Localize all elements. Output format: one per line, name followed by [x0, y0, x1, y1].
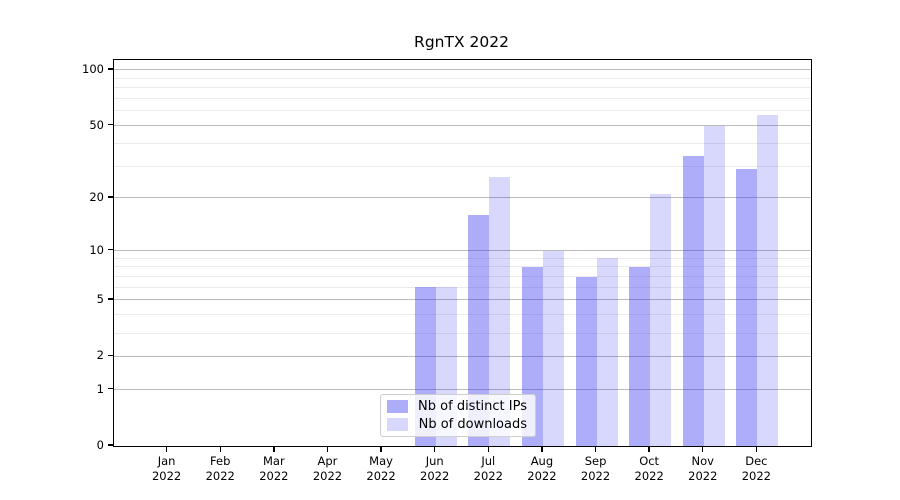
legend-swatch-downloads	[387, 417, 408, 431]
y-tick-mark	[108, 196, 113, 198]
x-tick-label-mar: Mar 2022	[259, 454, 289, 483]
minor-gridline	[114, 142, 811, 144]
x-tick-mark	[380, 446, 382, 452]
legend-label-downloads: Nb of downloads	[418, 416, 527, 432]
major-gridline	[114, 389, 811, 390]
x-tick-year: 2022	[420, 468, 450, 483]
x-tick-label-jul: Jul 2022	[473, 454, 503, 483]
x-tick-year: 2022	[366, 468, 396, 483]
minor-gridline	[114, 276, 811, 278]
y-tick-mark	[108, 123, 113, 126]
x-tick-mark	[702, 446, 704, 452]
x-tick-mark	[326, 446, 329, 452]
y-tick-label: 50	[89, 117, 104, 132]
legend: Nb of distinct IPs Nb of downloads	[380, 394, 536, 437]
bar-distinct-ips-jul	[468, 215, 490, 446]
major-gridline	[114, 69, 811, 71]
x-tick-mark	[755, 446, 758, 452]
x-tick-year: 2022	[312, 468, 343, 483]
legend-entry-distinct-ips: Nb of distinct IPs	[387, 399, 529, 414]
bar-downloads-jul	[489, 177, 511, 446]
x-tick-mark	[541, 446, 543, 452]
major-gridline	[114, 250, 811, 252]
major-gridline	[114, 197, 811, 199]
y-tick-mark	[108, 354, 113, 357]
y-tick-label: 2	[96, 348, 104, 363]
y-tick-label: 100	[82, 61, 104, 76]
y-tick-label: 20	[89, 189, 104, 204]
bar-downloads-aug	[542, 250, 564, 446]
bar-distinct-ips-dec	[736, 168, 758, 446]
y-tick-mark	[108, 298, 113, 300]
x-tick-year: 2022	[527, 468, 557, 483]
x-tick-mark	[165, 446, 168, 452]
x-tick-mark	[219, 446, 221, 452]
bar-downloads-dec	[757, 115, 779, 446]
x-tick-year: 2022	[205, 468, 235, 483]
x-tick-label-oct: Oct 2022	[634, 454, 664, 483]
plot-area: Nb of distinct IPs Nb of downloads	[113, 59, 812, 447]
y-tick-label: 5	[96, 291, 104, 306]
legend-label-distinct-ips: Nb of distinct IPs	[418, 399, 527, 415]
bar-distinct-ips-sep	[575, 276, 597, 446]
x-tick-year: 2022	[259, 468, 289, 483]
legend-swatch-distinct-ips	[387, 400, 408, 414]
major-gridline	[114, 299, 811, 301]
minor-gridline	[114, 98, 811, 100]
bar-downloads-nov	[703, 125, 725, 446]
x-tick-mark	[273, 446, 275, 452]
bar-downloads-sep	[596, 258, 618, 446]
legend-entry-downloads: Nb of downloads	[387, 417, 529, 432]
y-tick-label: 0	[96, 438, 104, 452]
x-tick-mark	[487, 446, 489, 452]
minor-gridline	[114, 77, 811, 79]
minor-gridline	[114, 110, 811, 112]
x-tick-label-jun: Jun 2022	[420, 454, 450, 483]
x-tick-year: 2022	[634, 468, 664, 483]
bar-downloads-oct	[650, 194, 672, 446]
minor-gridline	[114, 286, 811, 288]
x-tick-mark	[648, 446, 650, 452]
minor-gridline	[114, 332, 811, 334]
x-tick-label-nov: Nov 2022	[688, 454, 718, 483]
x-tick-label-sep: Sep 2022	[580, 454, 611, 483]
y-tick-label: 1	[96, 381, 104, 396]
x-tick-label-dec: Dec 2022	[741, 454, 772, 483]
y-tick-mark	[108, 444, 113, 446]
x-tick-year: 2022	[741, 468, 772, 483]
minor-gridline	[114, 87, 811, 89]
x-tick-mark	[433, 446, 436, 452]
x-tick-year: 2022	[580, 468, 611, 483]
x-tick-label-may: May 2022	[366, 454, 396, 483]
y-tick-mark	[108, 68, 113, 70]
chart-title: RgnTX 2022	[414, 33, 509, 51]
y-tick-mark	[108, 248, 113, 251]
x-tick-year: 2022	[688, 468, 718, 483]
y-tick-mark	[108, 387, 113, 390]
major-gridline	[114, 125, 811, 127]
minor-gridline	[114, 257, 811, 259]
x-tick-year: 2022	[151, 468, 182, 483]
x-tick-label-apr: Apr 2022	[312, 454, 343, 483]
bar-distinct-ips-oct	[629, 266, 651, 446]
minor-gridline	[114, 314, 811, 316]
minor-gridline	[114, 165, 811, 167]
x-tick-label-jan: Jan 2022	[151, 454, 182, 483]
y-tick-label: 10	[89, 242, 104, 257]
x-tick-year: 2022	[473, 468, 503, 483]
x-tick-label-feb: Feb 2022	[205, 454, 235, 483]
x-tick-label-aug: Aug 2022	[527, 454, 557, 483]
minor-gridline	[114, 266, 811, 268]
major-gridline	[114, 355, 811, 357]
x-tick-mark	[594, 446, 597, 452]
bar-distinct-ips-nov	[682, 156, 704, 446]
